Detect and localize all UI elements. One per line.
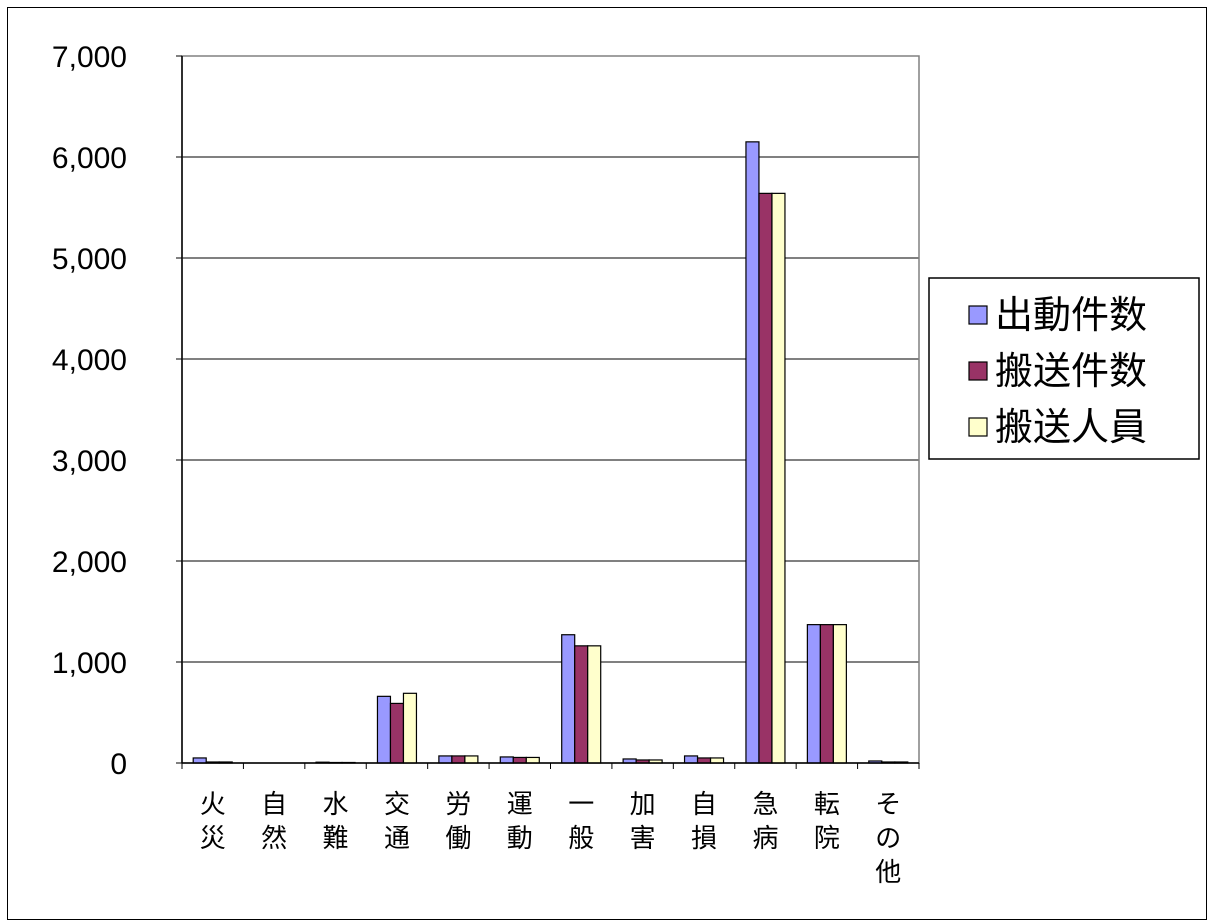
bar (771, 192, 786, 764)
bar (402, 692, 418, 764)
x-tick-label: 火災 (200, 790, 226, 854)
bar (389, 702, 405, 764)
bar (525, 756, 540, 764)
x-tick-label: 運動 (507, 790, 533, 854)
legend-swatch (968, 305, 988, 325)
y-tick-label: 3,000 (52, 445, 127, 478)
y-tick-label: 1,000 (52, 647, 127, 680)
x-tick-label: 転院 (814, 790, 840, 854)
x-tick-label: 一般 (568, 790, 594, 854)
bar (574, 645, 589, 764)
chart-frame: 0 1,000 2,000 3,000 4,000 5,000 6,000 7,000 火災自… (7, 7, 1207, 920)
bar (696, 757, 712, 764)
bar (192, 757, 207, 764)
bar (499, 756, 514, 764)
x-tick-label: 水難 (323, 790, 349, 854)
x-tick-label: 労働 (445, 790, 471, 854)
bar (758, 192, 773, 764)
legend-label: 搬送件数 (995, 349, 1147, 393)
bar (709, 757, 725, 764)
x-tick-label: 急病 (752, 790, 778, 854)
bar (587, 645, 602, 764)
legend-swatch (968, 361, 988, 381)
bar (438, 755, 453, 764)
bar (451, 755, 466, 764)
y-tick-labels: 0 1,000 2,000 3,000 4,000 5,000 6,000 7,000 (52, 41, 182, 781)
y-tick-label: 5,000 (52, 243, 127, 276)
y-tick-label: 0 (110, 748, 127, 781)
bar (832, 624, 847, 764)
bar (376, 695, 392, 764)
bar (512, 756, 527, 764)
bar (464, 755, 479, 764)
x-tick-label: 自然 (261, 790, 287, 854)
y-tick-label: 6,000 (52, 142, 127, 175)
bar (745, 141, 760, 764)
bar (683, 755, 699, 764)
bar (561, 634, 576, 764)
bars (192, 141, 909, 764)
bar (806, 624, 821, 764)
x-tick-label: 自損 (691, 790, 717, 854)
x-tick-label: 交通 (384, 790, 410, 854)
legend-label: 搬送人員 (995, 405, 1147, 449)
y-tick-label: 2,000 (52, 546, 127, 579)
x-tick-label: その他 (875, 790, 901, 888)
y-tick-label: 4,000 (52, 344, 127, 377)
x-tick-label: 加害 (630, 790, 656, 854)
y-tick-label: 7,000 (52, 41, 127, 74)
legend-label: 出動件数 (995, 293, 1147, 337)
legend-swatch (968, 417, 988, 437)
bar (819, 624, 834, 764)
gridlines (182, 156, 919, 663)
